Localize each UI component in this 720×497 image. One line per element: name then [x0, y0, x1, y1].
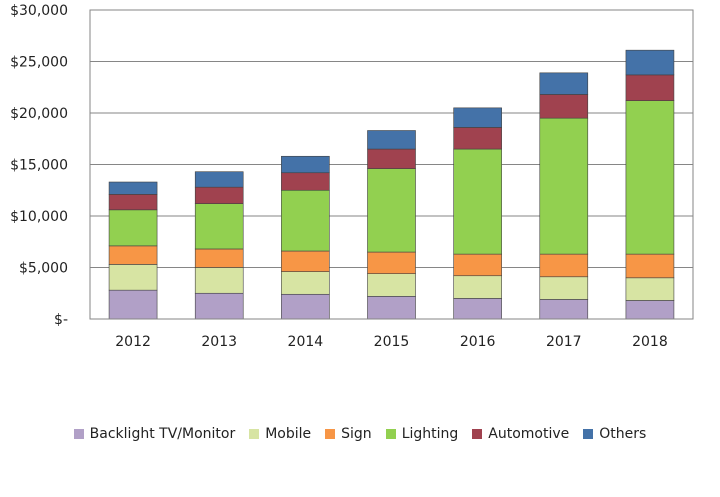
x-tick-label: 2016 — [460, 334, 496, 350]
legend-label: Automotive — [488, 426, 570, 442]
bar-segment-lighting-2014 — [281, 189, 330, 252]
legend-swatch — [385, 429, 396, 439]
legend-swatch — [73, 429, 84, 439]
bar-segment-sign-2012 — [108, 245, 158, 265]
legend-swatch — [472, 429, 483, 439]
y-tick-label: $- — [54, 312, 68, 328]
bar-segment-automotive-2012 — [108, 194, 158, 211]
chart-legend: Backlight TV/Monitor Mobile Sign Lighting Au… — [0, 426, 720, 442]
bar-segment-sign-2016 — [453, 253, 502, 277]
stacked-bar-chart: $- $5,000 $10,000 $15,000 $20,000 $25,000 $30,… — [10, 3, 694, 350]
legend-label: Backlight TV/Monitor — [89, 426, 236, 442]
bar-segment-automotive-2014 — [281, 172, 330, 191]
bar-segment-automotive-2016 — [453, 127, 502, 150]
x-tick-label: 2017 — [546, 334, 582, 350]
legend-item: Mobile — [249, 426, 311, 442]
bar-segment-mobile-2016 — [453, 275, 502, 299]
legend-item: Automotive — [472, 426, 569, 442]
bar-segment-others-2014 — [281, 155, 330, 174]
bar-segment-mobile-2014 — [281, 271, 330, 295]
bar-segment-backlight-tv-monitor-2014 — [281, 293, 330, 320]
bar-segment-sign-2015 — [367, 251, 416, 274]
bar-segment-backlight-tv-monitor-2013 — [194, 292, 244, 320]
bar-segment-sign-2017 — [539, 253, 589, 278]
y-tick-label: $30,000 — [10, 3, 68, 19]
bar-segment-others-2015 — [367, 130, 416, 150]
bar-segment-automotive-2013 — [194, 186, 244, 204]
bar-segment-automotive-2018 — [625, 74, 675, 101]
bar-segment-mobile-2017 — [539, 276, 589, 300]
legend-label: Others — [599, 426, 647, 442]
bar-segment-backlight-tv-monitor-2018 — [625, 300, 675, 320]
bar-segment-others-2016 — [453, 107, 502, 128]
bar-segment-lighting-2016 — [453, 148, 502, 255]
x-tick-label: 2013 — [201, 334, 237, 350]
y-tick-label: $10,000 — [10, 209, 68, 225]
bar-segment-others-2012 — [108, 181, 158, 195]
legend-item: Sign — [325, 426, 372, 442]
x-tick-label: 2018 — [632, 334, 668, 350]
x-tick-label: 2012 — [115, 334, 151, 350]
legend-item: Others — [583, 426, 646, 442]
legend-label: Mobile — [265, 426, 312, 442]
bars — [108, 49, 675, 320]
legend-swatch — [249, 429, 260, 439]
bar-segment-mobile-2015 — [367, 273, 416, 297]
x-tick-label: 2015 — [374, 334, 410, 350]
bar-segment-sign-2018 — [625, 253, 675, 279]
legend-label: Lighting — [401, 426, 459, 442]
axes: $- $5,000 $10,000 $15,000 $20,000 $25,000 $30,… — [10, 3, 694, 350]
bar-segment-others-2013 — [194, 171, 244, 188]
y-tick-label: $5,000 — [19, 261, 68, 277]
bar-segment-others-2017 — [539, 72, 589, 95]
bar-segment-backlight-tv-monitor-2015 — [367, 296, 416, 320]
bar-segment-lighting-2017 — [539, 117, 589, 255]
bar-segment-lighting-2013 — [194, 203, 244, 250]
bar-segment-backlight-tv-monitor-2016 — [453, 298, 502, 320]
bar-segment-sign-2014 — [281, 250, 330, 272]
legend-item: Lighting — [385, 426, 459, 442]
legend-swatch — [583, 429, 594, 439]
y-tick-label: $15,000 — [10, 158, 68, 174]
legend-item: Backlight TV/Monitor — [73, 426, 236, 442]
bar-segment-automotive-2017 — [539, 94, 589, 119]
legend-swatch — [325, 429, 336, 439]
bar-segment-backlight-tv-monitor-2012 — [108, 289, 158, 320]
bar-segment-mobile-2012 — [108, 264, 158, 291]
legend-label: Sign — [341, 426, 372, 442]
bar-segment-sign-2013 — [194, 248, 244, 268]
plot-frame — [89, 9, 694, 320]
bar-segment-lighting-2018 — [625, 100, 675, 255]
bar-segment-automotive-2015 — [367, 148, 416, 169]
bar-segment-others-2018 — [625, 49, 675, 76]
y-tick-label: $25,000 — [10, 55, 68, 71]
bar-segment-lighting-2015 — [367, 168, 416, 253]
bar-segment-mobile-2013 — [194, 267, 244, 294]
bar-segment-mobile-2018 — [625, 277, 675, 301]
bar-segment-lighting-2012 — [108, 209, 158, 247]
x-tick-label: 2014 — [288, 334, 324, 350]
y-tick-label: $20,000 — [10, 106, 68, 122]
bar-segment-backlight-tv-monitor-2017 — [539, 299, 589, 320]
